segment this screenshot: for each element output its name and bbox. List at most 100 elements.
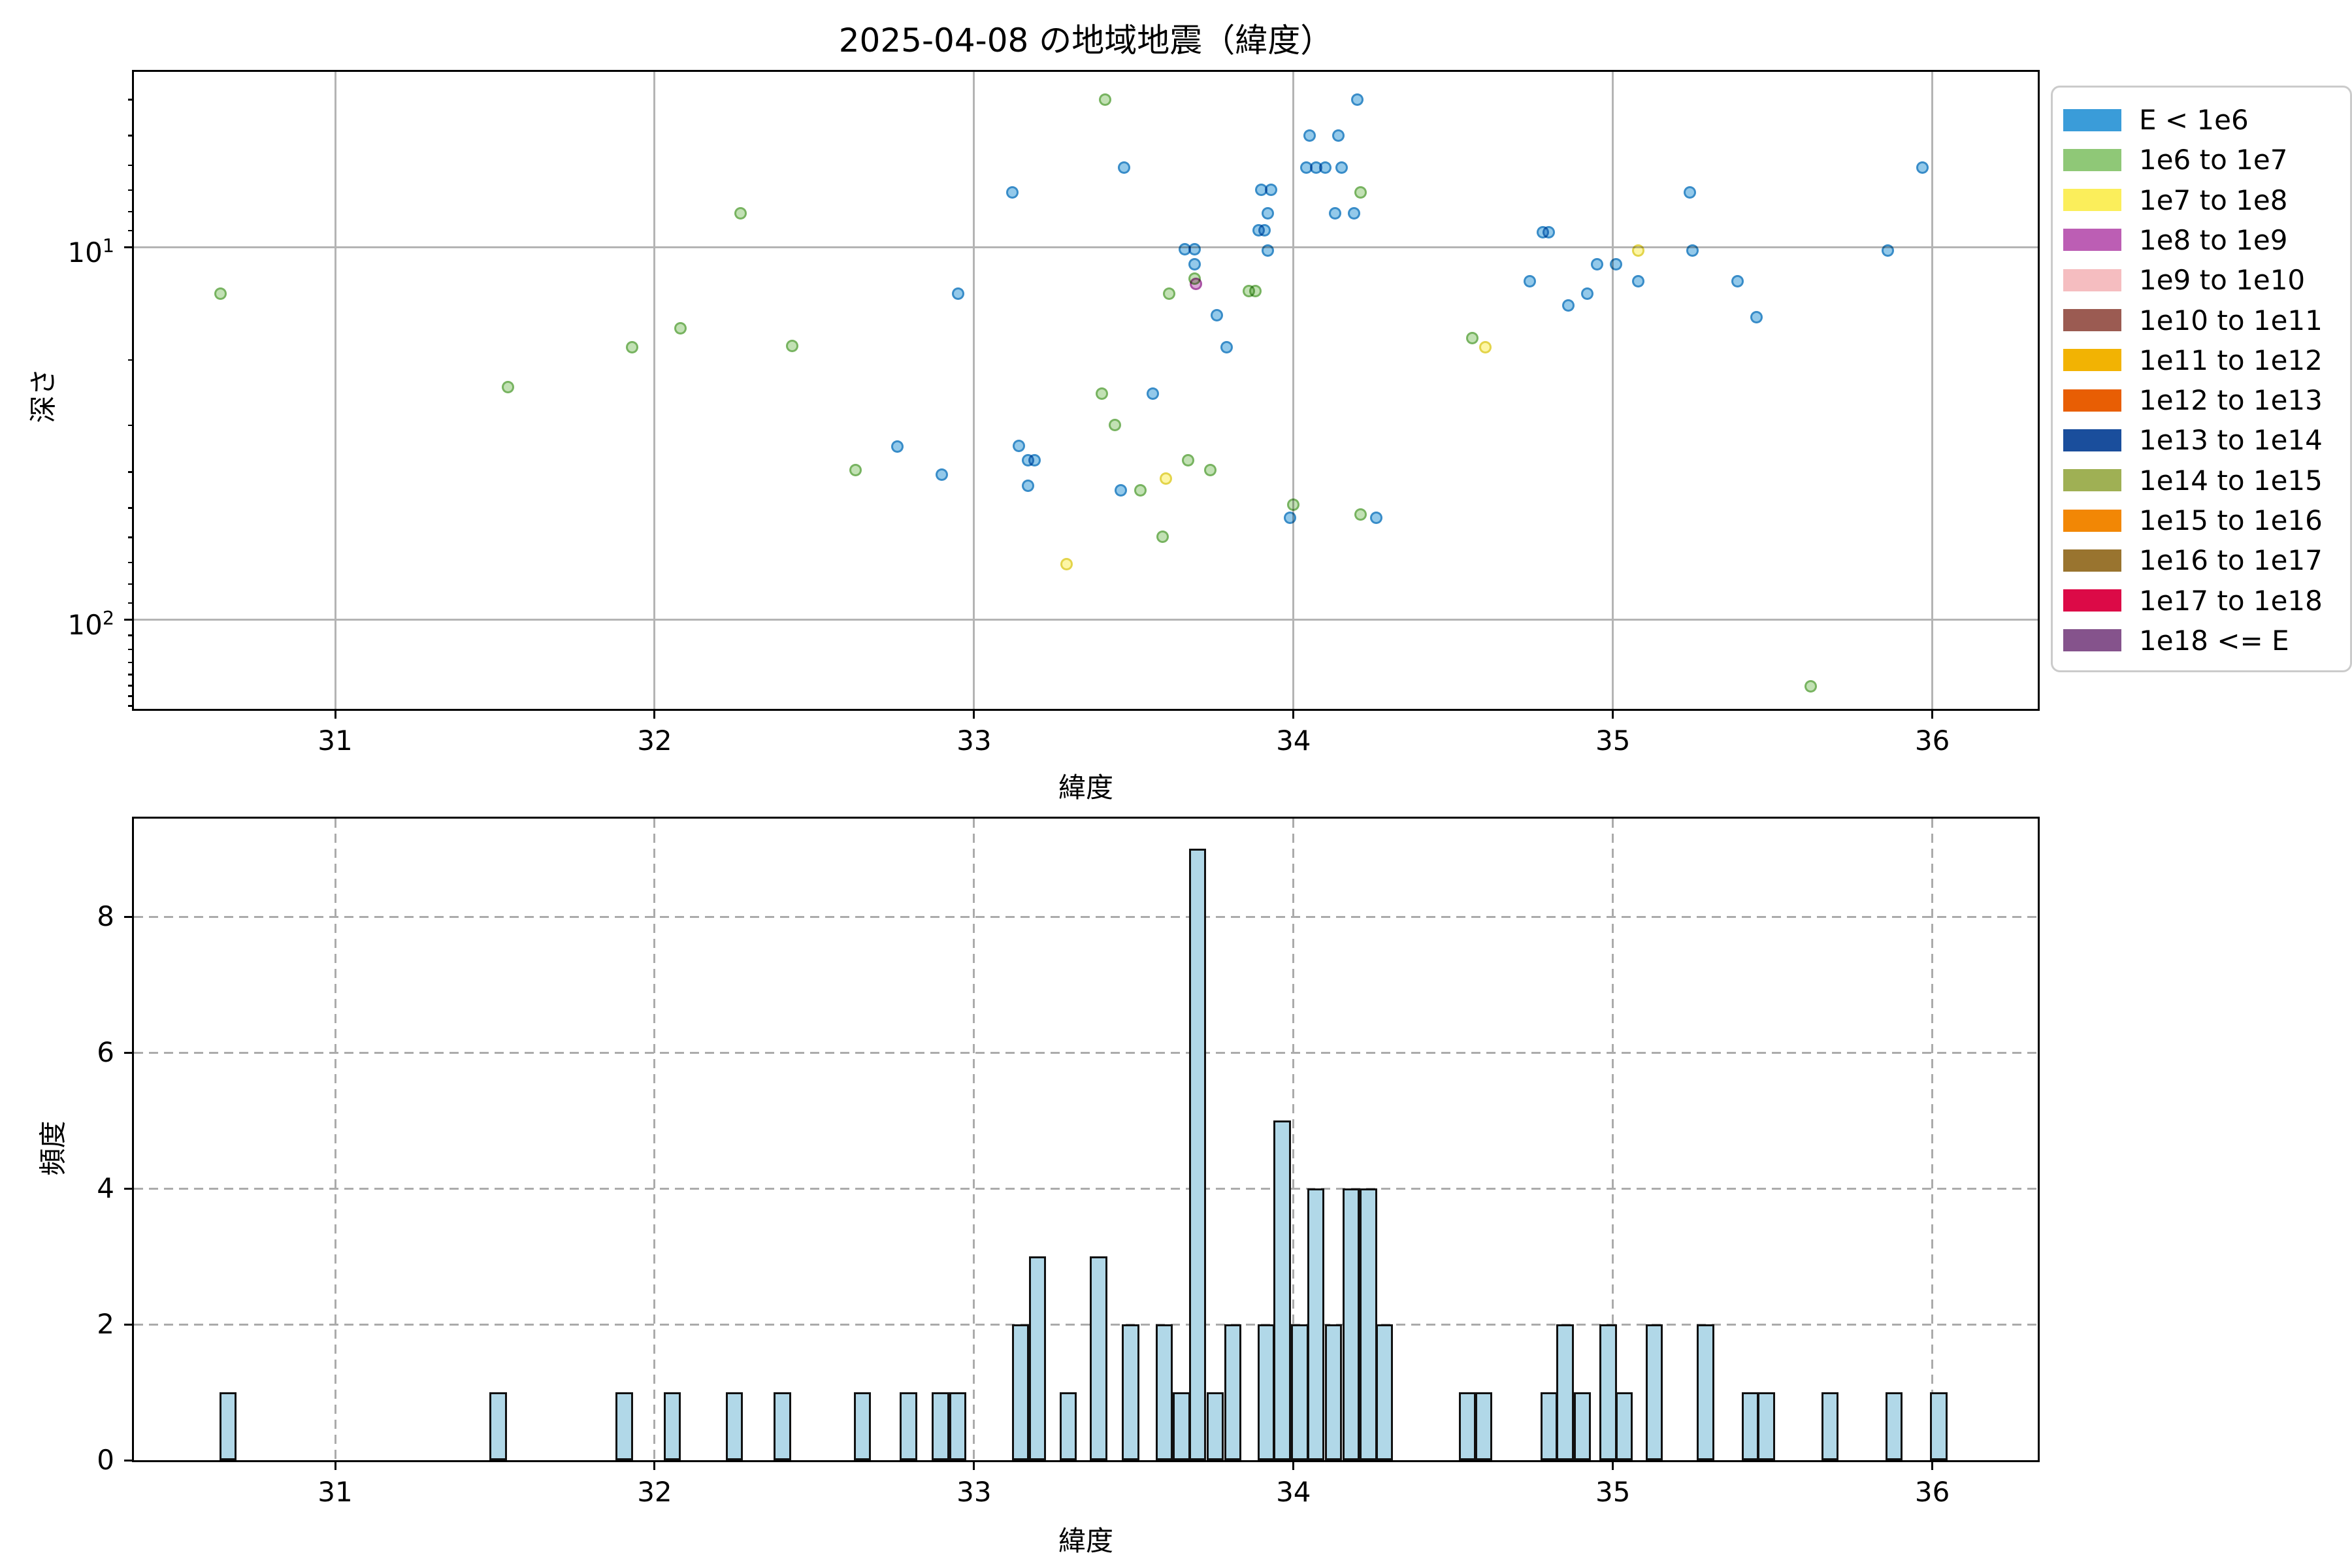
scatter-xtick <box>1931 709 1934 719</box>
scatter-xtick <box>334 709 336 719</box>
scatter-point <box>1590 258 1603 271</box>
scatter-ytick-minor <box>128 685 134 687</box>
scatter-point <box>1370 512 1383 525</box>
hist-gridline-y <box>134 1187 2038 1190</box>
legend-label: 1e9 to 1e10 <box>2139 264 2306 297</box>
scatter-point <box>1188 242 1201 255</box>
scatter-point <box>1466 331 1479 344</box>
scatter-point <box>1210 309 1223 322</box>
scatter-ytick-minor <box>128 189 134 191</box>
legend-swatch <box>2063 389 2121 412</box>
scatter-point <box>734 207 747 220</box>
hist-ytick-label: 2 <box>97 1308 114 1340</box>
scatter-point <box>1683 186 1696 199</box>
scatter-point <box>674 322 687 335</box>
hist-ytick <box>124 915 134 918</box>
scatter-gridline-x <box>653 72 656 709</box>
scatter-ytick-minor <box>128 135 134 137</box>
legend-entry: 1e10 to 1e11 <box>2053 300 2350 341</box>
scatter-xtick <box>1612 709 1614 719</box>
scatter-ytick-minor <box>128 210 134 213</box>
scatter-xtick-label: 35 <box>1595 725 1631 757</box>
histogram-bar <box>1475 1392 1492 1460</box>
scatter-point <box>1134 483 1147 497</box>
scatter-ytick-minor <box>128 507 134 509</box>
legend-label: 1e13 to 1e14 <box>2139 424 2323 457</box>
scatter-point <box>951 287 964 301</box>
legend-label: 1e18 <= E <box>2139 624 2289 657</box>
scatter-point <box>1805 680 1818 693</box>
scatter-point <box>1249 285 1262 298</box>
legend-entry: 1e17 to 1e18 <box>2053 580 2350 621</box>
legend-label: 1e7 to 1e8 <box>2139 184 2288 216</box>
hist-xtick <box>1612 1460 1614 1470</box>
scatter-point <box>626 340 639 353</box>
scatter-ytick-minor <box>128 424 134 427</box>
histogram-bar <box>1821 1392 1839 1460</box>
scatter-xtick <box>1292 709 1295 719</box>
legend-swatch <box>2063 189 2121 212</box>
scatter-point <box>936 468 949 482</box>
histogram-bar <box>725 1392 743 1460</box>
legend-label: 1e15 to 1e16 <box>2139 504 2323 536</box>
scatter-point <box>1287 498 1300 512</box>
legend-entry: 1e6 to 1e7 <box>2053 139 2350 180</box>
hist-ytick <box>124 1459 134 1462</box>
scatter-point <box>1159 472 1172 485</box>
legend-swatch <box>2063 429 2121 451</box>
histogram-bar <box>932 1392 949 1460</box>
legend-label: 1e8 to 1e9 <box>2139 223 2288 256</box>
scatter-point <box>785 340 798 353</box>
hist-xtick <box>1931 1460 1934 1470</box>
scatter-point <box>1156 531 1169 544</box>
scatter-point <box>1561 299 1575 312</box>
hist-gridline-x <box>973 819 975 1460</box>
scatter-point <box>1181 454 1194 467</box>
legend-entry: 1e7 to 1e8 <box>2053 180 2350 221</box>
scatter-point <box>1012 440 1025 453</box>
legend-swatch <box>2063 469 2121 492</box>
legend-entry: E < 1e6 <box>2053 99 2350 140</box>
scatter-point <box>1319 161 1332 174</box>
legend-entry: 1e14 to 1e15 <box>2053 460 2350 501</box>
scatter-xtick-label: 33 <box>956 725 992 757</box>
scatter-gridline-x <box>973 72 975 709</box>
hist-xtick-label: 35 <box>1595 1476 1631 1508</box>
scatter-point <box>1686 244 1699 257</box>
histogram-bar <box>1615 1392 1633 1460</box>
legend-box: E < 1e6 1e6 to 1e7 1e7 to 1e8 1e8 to 1e9 1e9… <box>2051 86 2352 672</box>
legend-label: 1e6 to 1e7 <box>2139 144 2288 176</box>
hist-xtick-label: 34 <box>1276 1476 1311 1508</box>
scatter-point <box>1303 129 1316 142</box>
histogram-bar <box>1307 1188 1325 1460</box>
hist-xtick <box>973 1460 975 1470</box>
hist-xtick <box>1292 1460 1295 1470</box>
scatter-xlabel: 緯度 <box>1058 772 1113 804</box>
histogram-bar <box>1574 1392 1592 1460</box>
histogram-bar <box>615 1392 633 1460</box>
histogram-bar <box>1291 1324 1309 1460</box>
legend-swatch <box>2063 148 2121 171</box>
histogram-bar <box>1930 1392 1948 1460</box>
scatter-point <box>1335 161 1348 174</box>
hist-gridline-x <box>1931 819 1934 1460</box>
legend-swatch <box>2063 229 2121 252</box>
legend-entry: 1e9 to 1e10 <box>2053 259 2350 301</box>
hist-ytick-label: 8 <box>97 900 114 932</box>
scatter-point <box>891 440 904 453</box>
histogram-bar <box>1885 1392 1903 1460</box>
scatter-point <box>1022 480 1035 493</box>
scatter-ytick-minor <box>128 561 134 564</box>
hist-xtick-label: 36 <box>1914 1476 1950 1508</box>
histogram-bar <box>1599 1324 1617 1460</box>
histogram-bar <box>1173 1392 1190 1460</box>
legend-swatch <box>2063 309 2121 331</box>
scatter-point <box>1543 226 1556 239</box>
scatter-point <box>1060 558 1073 571</box>
legend-entry: 1e18 <= E <box>2053 620 2350 661</box>
histogram-axes <box>132 817 2040 1462</box>
hist-xtick-label: 31 <box>318 1476 353 1508</box>
scatter-point <box>1632 274 1645 287</box>
hist-ytick-label: 4 <box>97 1172 114 1204</box>
scatter-point <box>1098 93 1111 106</box>
